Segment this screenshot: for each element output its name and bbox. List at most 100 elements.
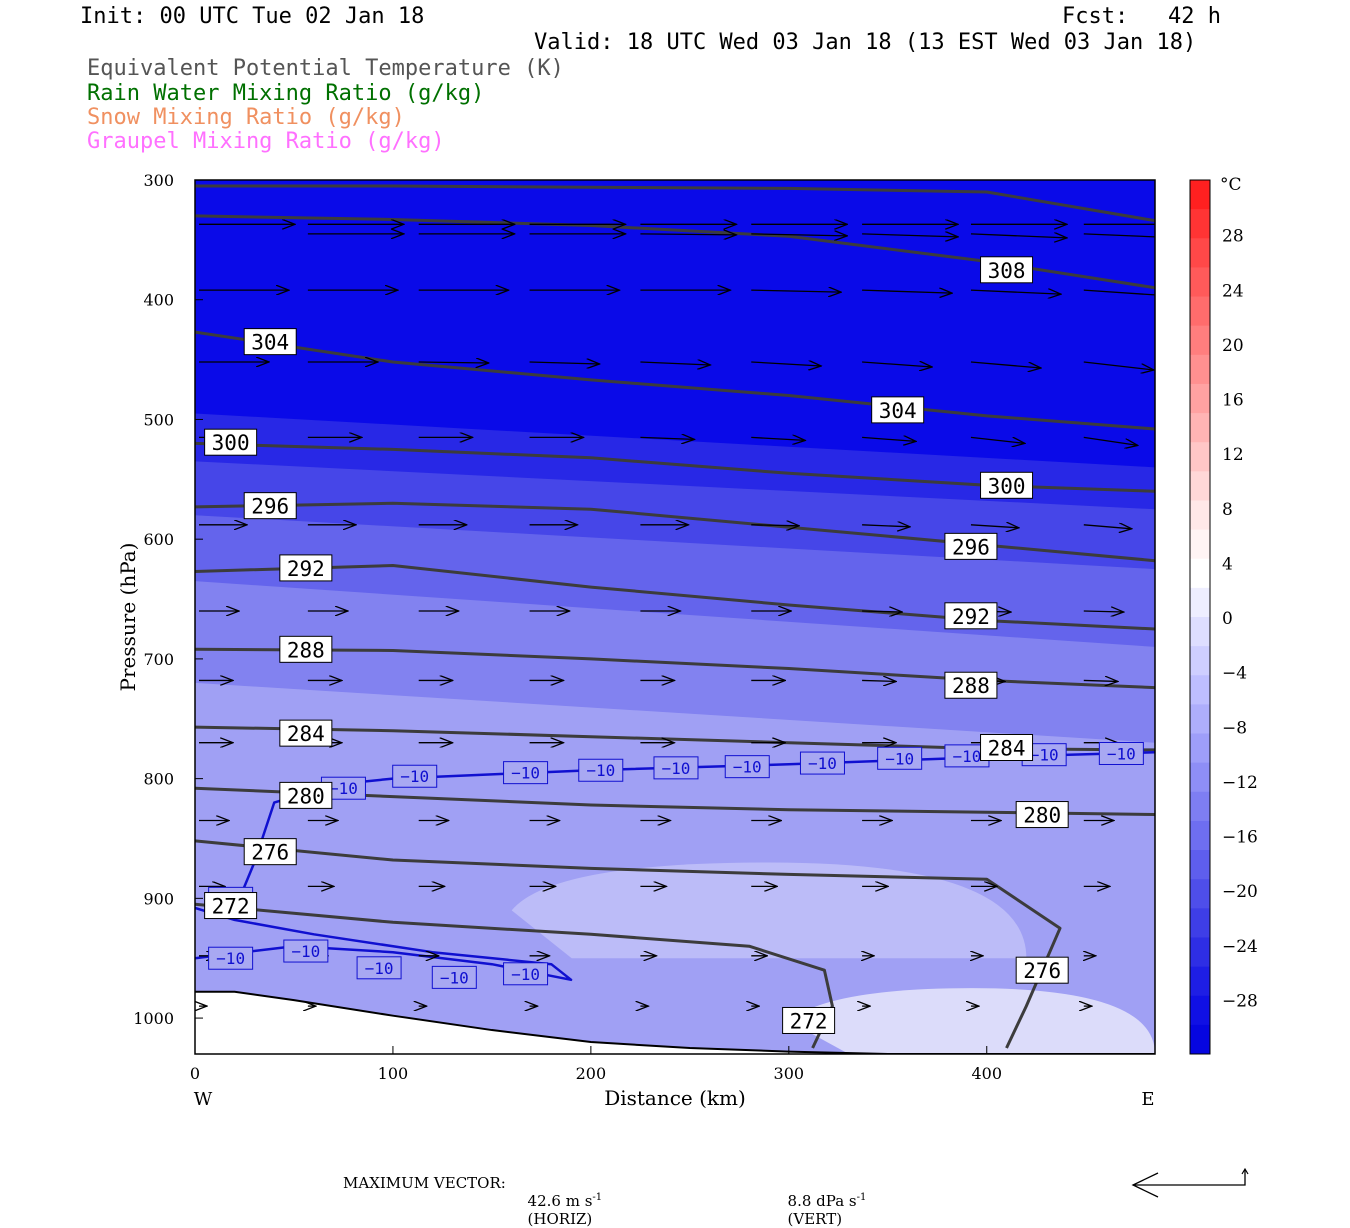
theta-e-label-text: 288 [287, 638, 325, 662]
wind-vector [862, 362, 932, 367]
wind-vector [1083, 233, 1155, 238]
terrain-line [195, 990, 1155, 1054]
isotherm-label-text: −10 [808, 754, 837, 773]
isotherm-label: −10 [392, 764, 438, 788]
theta-e-contour-276 [195, 839, 1062, 1049]
colorbar-tick-label: 4 [1222, 554, 1233, 574]
colorbar-swatch [1190, 267, 1210, 298]
theta-e-label: 308 [980, 256, 1034, 284]
isotherm-label-text: −10 [1030, 746, 1059, 765]
theta-e-label-text: 292 [287, 557, 325, 581]
wind-vector [1083, 525, 1132, 529]
isotherm-label: −10 [503, 761, 549, 785]
theta-e-label: 288 [944, 671, 998, 699]
isotherm-label-text: −10 [953, 747, 982, 766]
colorbar-swatch [1190, 733, 1210, 764]
colorbar-tick-label: 12 [1222, 445, 1244, 465]
colorbar-swatch [1190, 1024, 1210, 1055]
y-tick-label: 300 [143, 171, 174, 190]
legend-theta-e: Equivalent Potential Temperature (K) [87, 56, 564, 81]
colorbar-swatch [1190, 908, 1210, 938]
isotherm-label-box [799, 751, 845, 775]
isotherm-label-box [392, 764, 438, 788]
max-vector-vert: 8.8 dPa s-1 (VERT) [778, 1174, 867, 1228]
wind-vector [970, 361, 1041, 368]
theta-e-label: 280 [279, 781, 333, 809]
wind-vector [751, 290, 841, 292]
isotherm-label-box [503, 761, 549, 785]
theta-e-label-text: 304 [879, 399, 917, 423]
colorbar-swatch [1190, 413, 1210, 443]
legend-rain-water: Rain Water Mixing Ratio (g/kg) [87, 81, 485, 106]
y-tick-label: 600 [143, 530, 174, 549]
theta-e-label-text: 272 [212, 895, 250, 919]
isotherm-label-box [503, 962, 549, 986]
colorbar-swatch [1190, 325, 1210, 356]
colorbar-swatch [1190, 850, 1210, 880]
wind-vector [640, 362, 710, 365]
x-tick-label: 300 [774, 1064, 805, 1083]
theta-e-label-box [980, 256, 1034, 284]
legend-graupel: Graupel Mixing Ratio (g/kg) [87, 129, 445, 154]
theta-e-label-text: 288 [952, 674, 990, 698]
theta-e-label: 292 [279, 554, 333, 582]
wind-vector [862, 611, 902, 612]
legend-snow: Snow Mixing Ratio (g/kg) [87, 105, 405, 130]
isotherm-label: −10 [1021, 743, 1067, 767]
colorbar-tick-label: 0 [1222, 609, 1233, 629]
isotherm-label: −10 [944, 744, 990, 768]
wind-vector [862, 680, 896, 681]
theta-e-label-box [944, 602, 998, 630]
theta-e-label-box [243, 838, 297, 866]
isotherm-label-text: −10 [216, 949, 245, 968]
theta-e-label-box [944, 671, 998, 699]
temp-band [788, 988, 1155, 1054]
theta-e-label: 304 [871, 396, 925, 424]
isotherm-label-text: −10 [733, 758, 762, 777]
colorbar-tick-label: 20 [1222, 336, 1244, 356]
theta-e-label-text: 276 [1023, 959, 1061, 983]
isotherm-label-box [724, 755, 770, 779]
theta-e-label: 272 [204, 892, 258, 920]
colorbar-swatch [1190, 500, 1210, 531]
colorbar-frame [1189, 179, 1211, 1055]
isotherm-label-box [208, 946, 254, 970]
isotherm-label-text: −10 [586, 761, 615, 780]
isotherm-label-box [877, 746, 923, 770]
isotherm-label-text: −10 [291, 942, 320, 961]
theta-e-contour-288 [195, 647, 1155, 690]
theta-e-contour-304 [195, 330, 1155, 431]
colorbar-swatch [1190, 675, 1210, 705]
theta-e-label: 272 [782, 1006, 836, 1034]
isotherm-label-box [578, 758, 624, 782]
theta-e-label: 276 [243, 838, 297, 866]
theta-e-label-box [279, 719, 333, 747]
colorbar-tick-label: 24 [1222, 281, 1244, 301]
max-vector-vert-unit: (VERT) [787, 1210, 843, 1228]
colorbar-swatch [1190, 209, 1210, 239]
isotherm-label: −10 [724, 755, 770, 779]
theta-e-label-text: 280 [287, 784, 325, 808]
y-tick-label: 1000 [133, 1009, 174, 1028]
colorbar-swatch [1190, 442, 1210, 472]
colorbar-tick-label: 28 [1222, 227, 1244, 247]
theta-e-label: 296 [944, 532, 998, 560]
colorbar-swatch [1190, 354, 1210, 385]
colorbar-swatch [1190, 383, 1210, 414]
isotherm-label: −10 [877, 746, 923, 770]
colorbar-unit: °C [1220, 175, 1242, 195]
wind-vector [1083, 289, 1155, 296]
isotherm-label: −10 [503, 962, 549, 986]
colorbar-swatch [1190, 529, 1210, 560]
colorbar-tick-label: −4 [1222, 664, 1247, 684]
theta-e-label: 300 [204, 428, 258, 456]
x-axis-east-label: E [1141, 1089, 1154, 1110]
isotherm-label-text: −10 [1107, 744, 1136, 763]
cross-section-chart: −10 −10 −10 −10 −10 −10 −10 −10 −10 −10 −10 −10 −10 −… [116, 171, 1258, 1198]
theta-e-label: 296 [243, 492, 297, 520]
colorbar-swatch [1190, 238, 1210, 268]
theta-e-label-box [980, 734, 1034, 762]
forecast-hour: Fcst: 42 h [1062, 4, 1221, 29]
isotherm-label-box [1098, 741, 1144, 765]
wind-vector [751, 525, 799, 526]
